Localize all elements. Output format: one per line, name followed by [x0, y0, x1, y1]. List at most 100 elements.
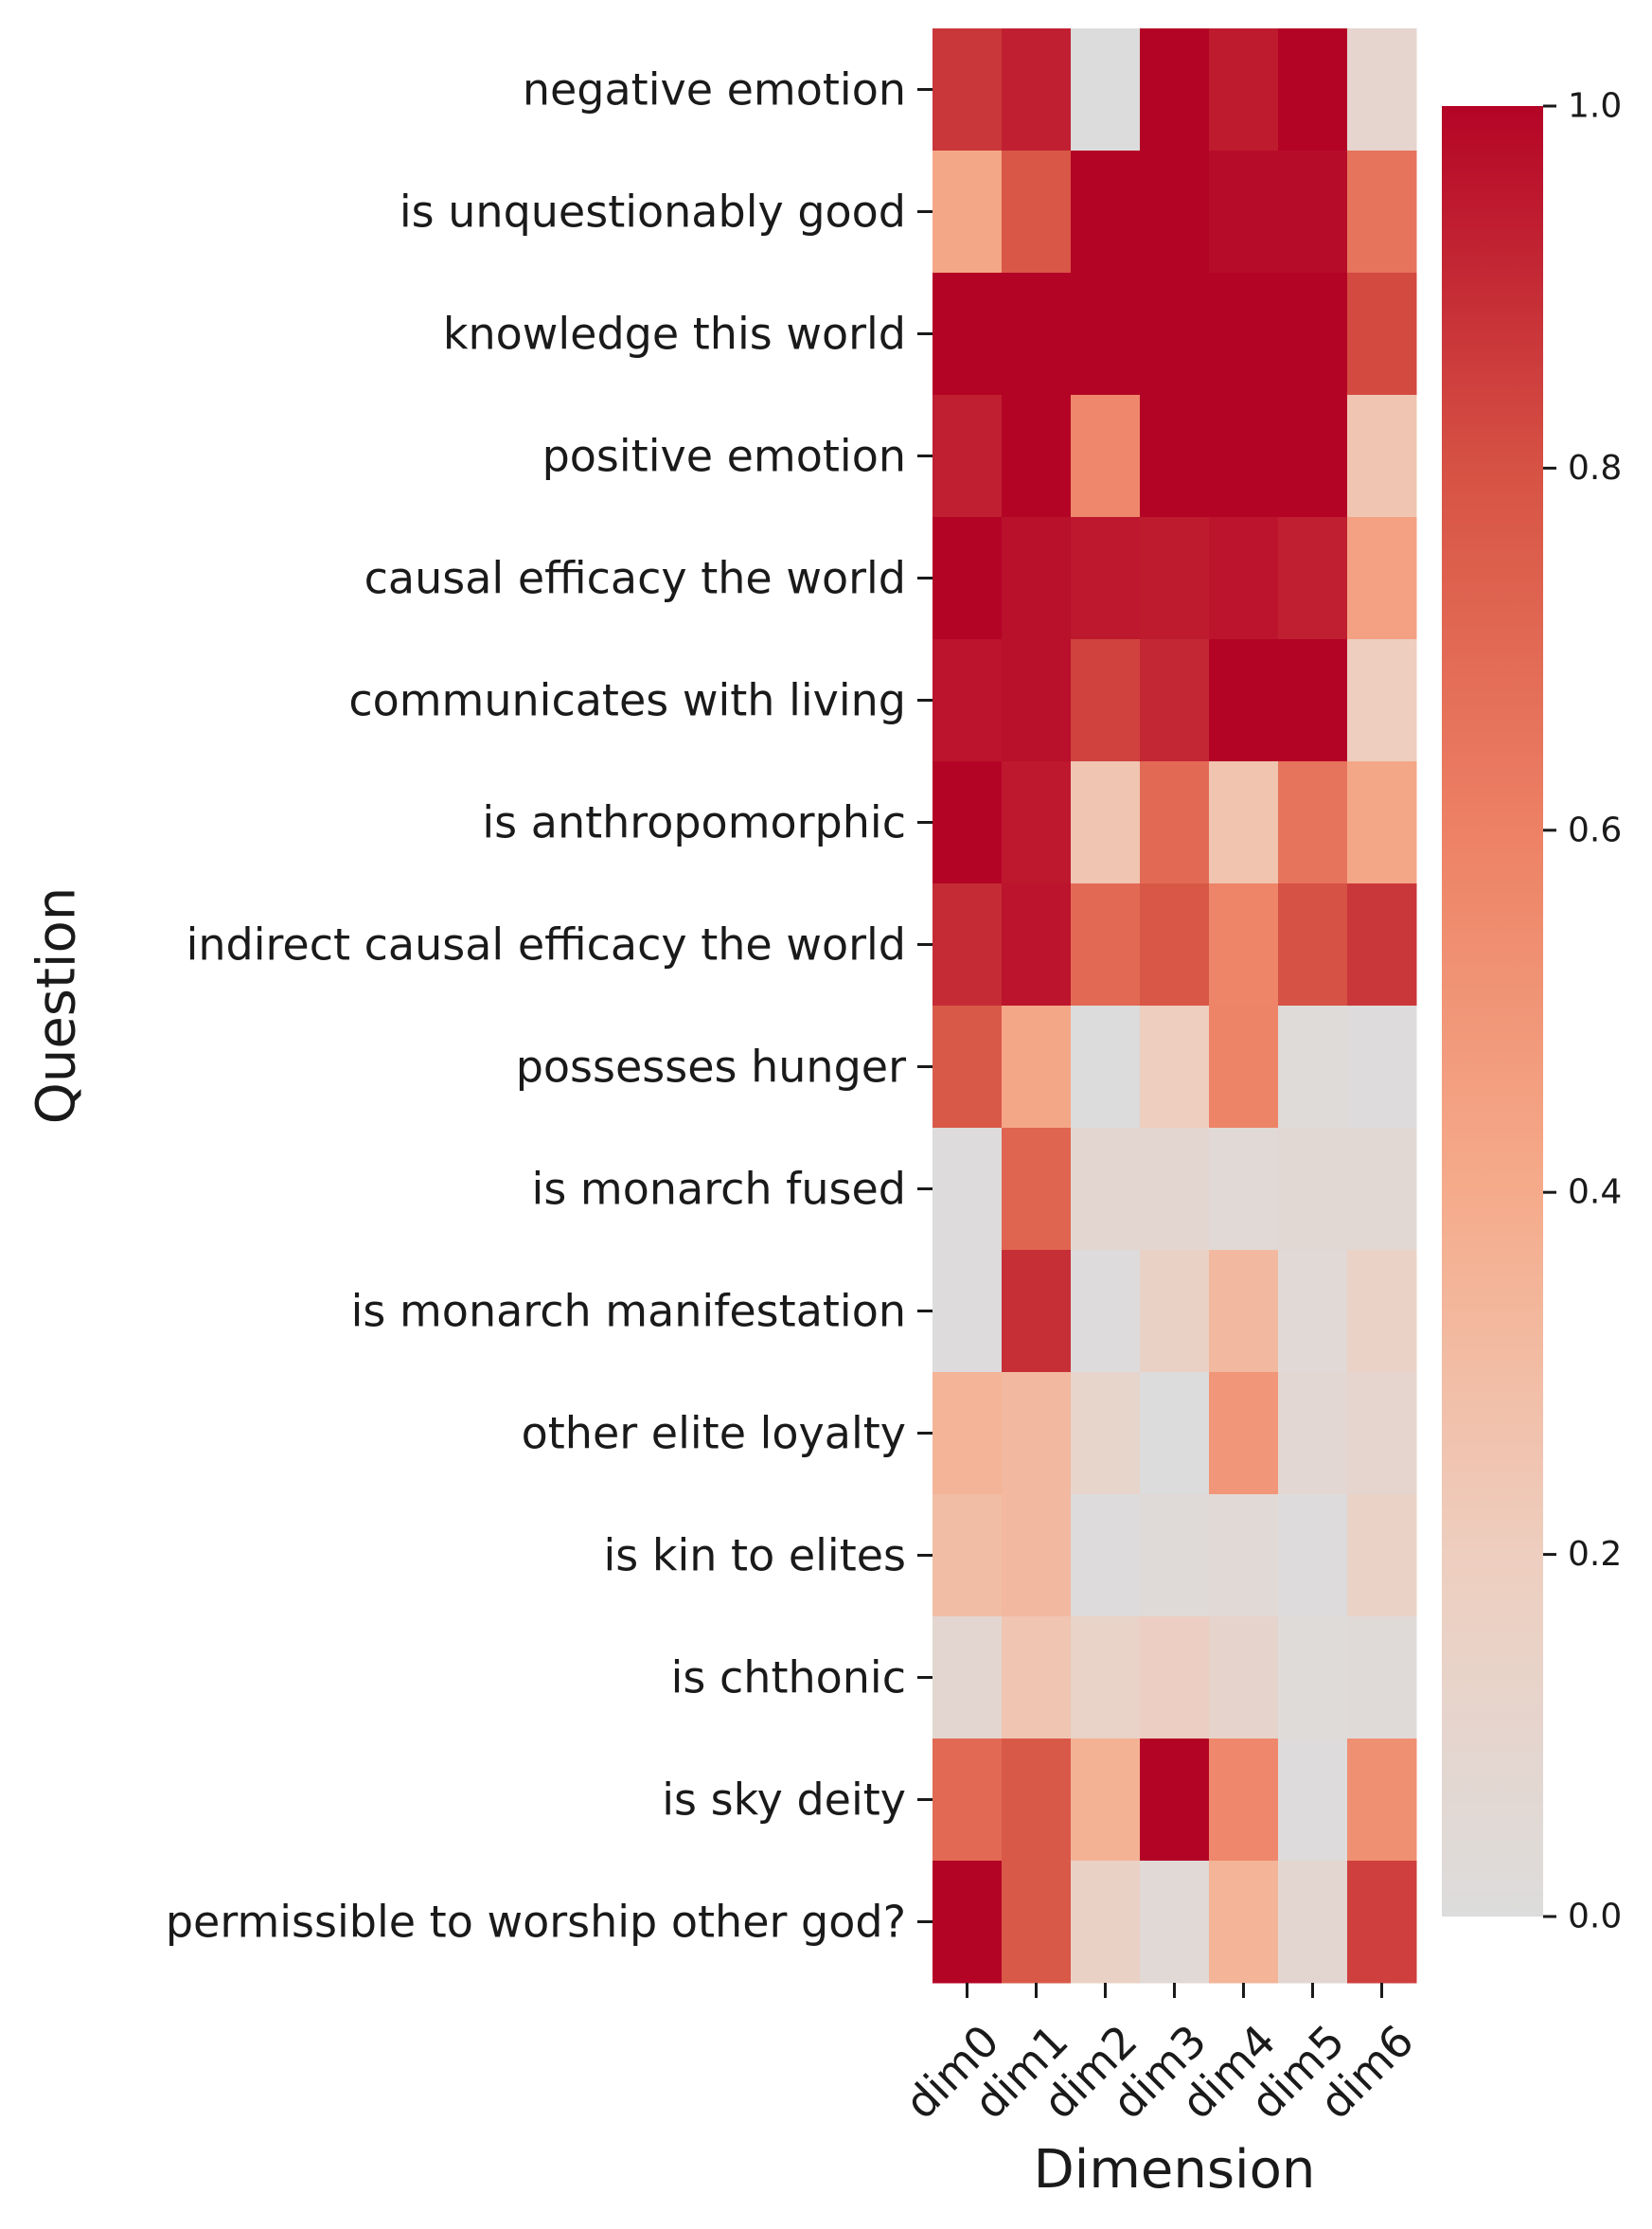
colorbar-tick-label: 0.8 [1568, 449, 1622, 488]
heatmap-cell [1209, 28, 1279, 152]
y-tick-label: is sky deity [662, 1774, 906, 1826]
heatmap-cell [1278, 1494, 1348, 1617]
heatmap-cell [1071, 1616, 1141, 1739]
heatmap-cell [1278, 1739, 1348, 1862]
heatmap-cell [1278, 517, 1348, 640]
heatmap-cell [933, 1128, 1003, 1251]
heatmap-cell [1347, 1739, 1417, 1862]
heatmap-cell [1278, 1861, 1348, 1984]
heatmap-cell [1347, 151, 1417, 274]
heatmap-cell [1209, 1250, 1279, 1373]
heatmap-cell [1140, 1494, 1210, 1617]
heatmap-cell [1347, 1006, 1417, 1129]
heatmap-cell [1002, 1128, 1072, 1251]
heatmap-cell [1209, 1494, 1279, 1617]
heatmap-cell [1278, 1006, 1348, 1129]
heatmap-cell [1209, 1372, 1279, 1495]
heatmap-cell [1347, 761, 1417, 884]
heatmap-cell [1071, 395, 1141, 518]
heatmap-cell [1347, 1372, 1417, 1495]
y-axis-title: Question [27, 887, 88, 1124]
heatmap-cell [1071, 1494, 1141, 1617]
heatmap-cell [1071, 1006, 1141, 1129]
heatmap-cell [1278, 761, 1348, 884]
heatmap-cell [1278, 273, 1348, 396]
heatmap-cell [1347, 1616, 1417, 1739]
heatmap-cell [933, 1494, 1003, 1617]
heatmap-cell [1278, 28, 1348, 152]
heatmap-cell [1209, 1616, 1279, 1739]
heatmap-cell [1278, 1250, 1348, 1373]
y-tick-label: negative emotion [523, 64, 906, 116]
heatmap-cell [933, 1372, 1003, 1495]
heatmap-cell [1278, 1372, 1348, 1495]
heatmap-cell [1278, 1128, 1348, 1251]
heatmap-cell [1347, 639, 1417, 762]
y-tick-label: communicates with living [348, 675, 906, 726]
y-axis-tick-labels: negative emotion is unquestionably good kn… [166, 64, 933, 1948]
heatmap-cell [1347, 1861, 1417, 1984]
heatmap-cell [1278, 151, 1348, 274]
heatmap-cell [1002, 1861, 1072, 1984]
y-tick-label: is monarch manifestation [351, 1286, 906, 1337]
heatmap-cell [1347, 28, 1417, 152]
heatmap-cell [1002, 761, 1072, 884]
heatmap-cell [1278, 1616, 1348, 1739]
heatmap-cell [933, 273, 1003, 396]
heatmap-cell [933, 1739, 1003, 1862]
y-tick-label: is kin to elites [603, 1530, 906, 1581]
heatmap-cell [1002, 151, 1072, 274]
heatmap-cell [1002, 1006, 1072, 1129]
heatmap-cell [1002, 883, 1072, 1007]
heatmap-cell [1209, 395, 1279, 518]
y-tick-label: indirect causal efficacy the world [187, 919, 906, 971]
heatmap-cell [1347, 517, 1417, 640]
heatmap-cell [1347, 1128, 1417, 1251]
heatmap-cell [1140, 639, 1210, 762]
heatmap-cell [1209, 273, 1279, 396]
heatmap-cell [1071, 1739, 1141, 1862]
heatmap-cell [933, 883, 1003, 1007]
heatmap-cell [1140, 1372, 1210, 1495]
heatmap-cell [1071, 1128, 1141, 1251]
heatmap-cell [1140, 761, 1210, 884]
heatmap-cell [1140, 395, 1210, 518]
heatmap-cell [933, 395, 1003, 518]
heatmap-cell [1002, 1739, 1072, 1862]
heatmap-cell [933, 1616, 1003, 1739]
colorbar-tick-label: 1.0 [1568, 87, 1622, 126]
heatmap-cell [1278, 639, 1348, 762]
y-tick-label: is monarch fused [532, 1164, 906, 1215]
y-tick-label: knowledge this world [443, 309, 906, 360]
y-tick-label: is anthropomorphic [482, 797, 906, 848]
heatmap-cell [1002, 28, 1072, 152]
colorbar-gradient [1442, 106, 1543, 1917]
colorbar: 0.0 0.2 0.4 0.6 0.8 1.0 [1442, 87, 1622, 1936]
heatmap-cell [1002, 273, 1072, 396]
heatmap-cell [1071, 761, 1141, 884]
heatmap-cell [933, 639, 1003, 762]
y-tick-label: positive emotion [542, 431, 906, 482]
heatmap-cell [1140, 1128, 1210, 1251]
heatmap-cell [1140, 1616, 1210, 1739]
heatmap-cell [1209, 151, 1279, 274]
heatmap-cell [1002, 517, 1072, 640]
heatmap-cell [1209, 761, 1279, 884]
heatmap-cell [1140, 151, 1210, 274]
heatmap-cell [1140, 1861, 1210, 1984]
heatmap-cell [1209, 1128, 1279, 1251]
heatmap-cell [1140, 1250, 1210, 1373]
heatmap-cell [1071, 28, 1141, 152]
heatmap-cell [1071, 1861, 1141, 1984]
heatmap-cell [933, 151, 1003, 274]
heatmap-cell [1140, 517, 1210, 640]
heatmap-cell [933, 28, 1003, 152]
heatmap-cell [1209, 1739, 1279, 1862]
y-tick-label: permissible to worship other god? [166, 1897, 906, 1948]
x-axis-title: Dimension [1034, 2139, 1316, 2201]
heatmap-cells [933, 28, 1417, 1984]
heatmap-cell [1002, 395, 1072, 518]
heatmap-cell [1002, 1250, 1072, 1373]
heatmap-cell [1347, 1494, 1417, 1617]
